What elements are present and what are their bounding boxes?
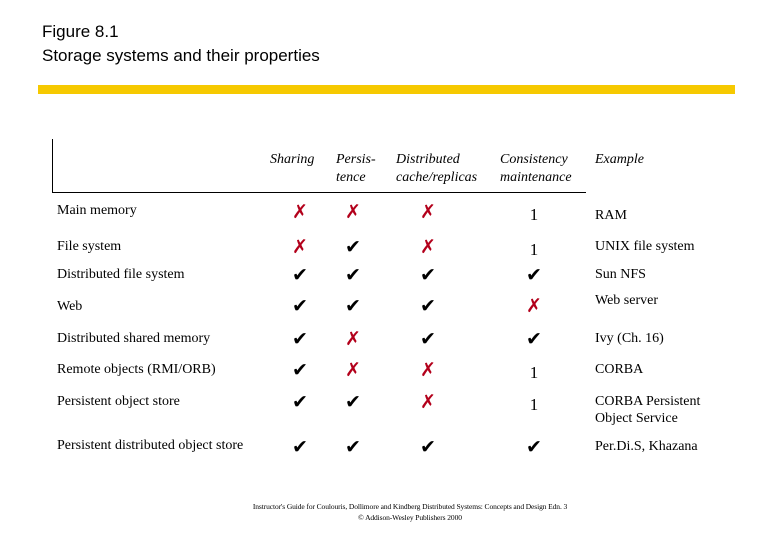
sharing-check-icon: ✔ bbox=[292, 328, 308, 350]
sharing-cross-icon: ✗ bbox=[292, 201, 308, 223]
row-example: CORBA bbox=[595, 362, 644, 377]
distributed-cache-cross-icon: ✗ bbox=[420, 236, 436, 258]
table-header-rule bbox=[52, 192, 586, 193]
header-sharing: Sharing bbox=[270, 152, 315, 167]
footer-credit: Instructor's Guide for Coulouris, Dollim… bbox=[252, 502, 568, 511]
row-label: File system bbox=[57, 239, 122, 254]
sharing-check-icon: ✔ bbox=[292, 391, 308, 413]
row-example: Per.Di.S, Khazana bbox=[595, 439, 698, 454]
row-example: Ivy (Ch. 16) bbox=[595, 331, 664, 346]
row-label: Distributed file system bbox=[57, 267, 185, 282]
row-example: RAM bbox=[595, 208, 627, 223]
persistence-check-icon: ✔ bbox=[345, 436, 361, 458]
consistency-value-one: 1 bbox=[529, 395, 539, 414]
row-label: Distributed shared memory bbox=[57, 331, 211, 346]
row-label: Remote objects (RMI/ORB) bbox=[57, 362, 216, 377]
distributed-cache-check-icon: ✔ bbox=[420, 295, 436, 317]
persistence-cross-icon: ✗ bbox=[345, 201, 361, 223]
consistency-check-icon: ✔ bbox=[526, 328, 542, 350]
footer-copyright: © Addison-Wesley Publishers 2000 bbox=[358, 513, 462, 522]
row-label: Main memory bbox=[57, 203, 137, 218]
sharing-check-icon: ✔ bbox=[292, 436, 308, 458]
distributed-cache-cross-icon: ✗ bbox=[420, 201, 436, 223]
consistency-value-one: 1 bbox=[529, 240, 539, 259]
header-persistence-line1: Persis- bbox=[336, 152, 376, 167]
persistence-cross-icon: ✗ bbox=[345, 359, 361, 381]
persistence-check-icon: ✔ bbox=[345, 264, 361, 286]
consistency-value-one: 1 bbox=[529, 363, 539, 382]
sharing-cross-icon: ✗ bbox=[292, 236, 308, 258]
header-consistency-line1: Consistency bbox=[500, 152, 568, 167]
consistency-cross-icon: ✗ bbox=[526, 295, 542, 317]
distributed-cache-check-icon: ✔ bbox=[420, 436, 436, 458]
distributed-cache-cross-icon: ✗ bbox=[420, 359, 436, 381]
consistency-check-icon: ✔ bbox=[526, 436, 542, 458]
sharing-check-icon: ✔ bbox=[292, 295, 308, 317]
persistence-check-icon: ✔ bbox=[345, 391, 361, 413]
header-consistency-line2: maintenance bbox=[500, 170, 572, 185]
row-example: Web server bbox=[595, 293, 659, 308]
row-example: CORBA Persistent Object Service bbox=[595, 394, 701, 426]
row-example: Sun NFS bbox=[595, 267, 646, 282]
header-distributed-line2: cache/replicas bbox=[396, 170, 478, 185]
row-label: Persistent distributed object store bbox=[57, 438, 244, 453]
row-label: Persistent object store bbox=[57, 394, 180, 409]
consistency-value-one: 1 bbox=[529, 205, 539, 224]
accent-bar bbox=[38, 85, 735, 94]
distributed-cache-check-icon: ✔ bbox=[420, 264, 436, 286]
figure-title: Storage systems and their properties bbox=[42, 46, 320, 65]
persistence-cross-icon: ✗ bbox=[345, 328, 361, 350]
consistency-check-icon: ✔ bbox=[526, 264, 542, 286]
persistence-check-icon: ✔ bbox=[345, 295, 361, 317]
row-label: Web bbox=[57, 299, 83, 314]
header-persistence-line2: tence bbox=[336, 170, 366, 185]
table-left-rule bbox=[52, 139, 53, 192]
figure-number: Figure 8.1 bbox=[42, 22, 119, 41]
persistence-check-icon: ✔ bbox=[345, 236, 361, 258]
distributed-cache-cross-icon: ✗ bbox=[420, 391, 436, 413]
sharing-check-icon: ✔ bbox=[292, 359, 308, 381]
header-example: Example bbox=[595, 152, 644, 167]
distributed-cache-check-icon: ✔ bbox=[420, 328, 436, 350]
sharing-check-icon: ✔ bbox=[292, 264, 308, 286]
header-distributed-line1: Distributed bbox=[396, 152, 460, 167]
row-example: UNIX file system bbox=[595, 239, 695, 254]
